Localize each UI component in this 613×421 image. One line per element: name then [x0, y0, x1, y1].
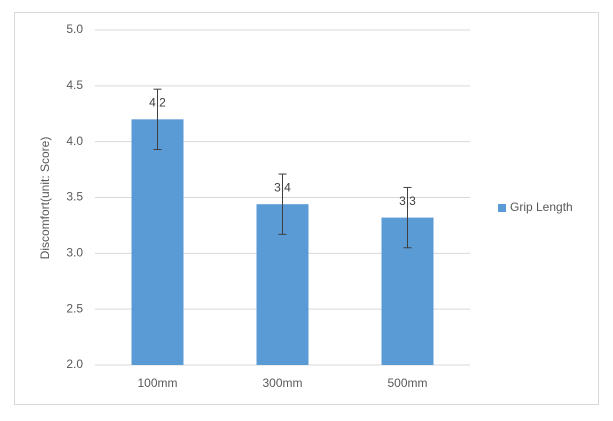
- x-tick-label: 300mm: [262, 376, 302, 390]
- legend-label: Grip Length: [510, 200, 573, 214]
- y-tick-label: 2.5: [66, 301, 83, 315]
- data-label: 4.2: [149, 96, 166, 110]
- legend-swatch: [498, 204, 506, 212]
- y-tick-label: 4.0: [66, 134, 83, 148]
- y-axis-label: Discomfort(unit: Score): [38, 137, 52, 260]
- y-tick-label: 3.5: [66, 190, 83, 204]
- data-label: 3.4: [274, 180, 291, 194]
- error-bar: [278, 173, 287, 235]
- y-tick-label: 4.5: [66, 78, 83, 92]
- x-tick-label: 500mm: [387, 376, 427, 390]
- data-label: 3.3: [399, 194, 416, 208]
- bar: [131, 119, 184, 365]
- error-bar: [403, 186, 412, 249]
- y-tick-label: 5.0: [66, 22, 83, 36]
- y-tick-label: 2.0: [66, 357, 83, 371]
- x-tick-label: 100mm: [137, 376, 177, 390]
- error-bar: [153, 88, 162, 150]
- y-tick-label: 3.0: [66, 246, 83, 260]
